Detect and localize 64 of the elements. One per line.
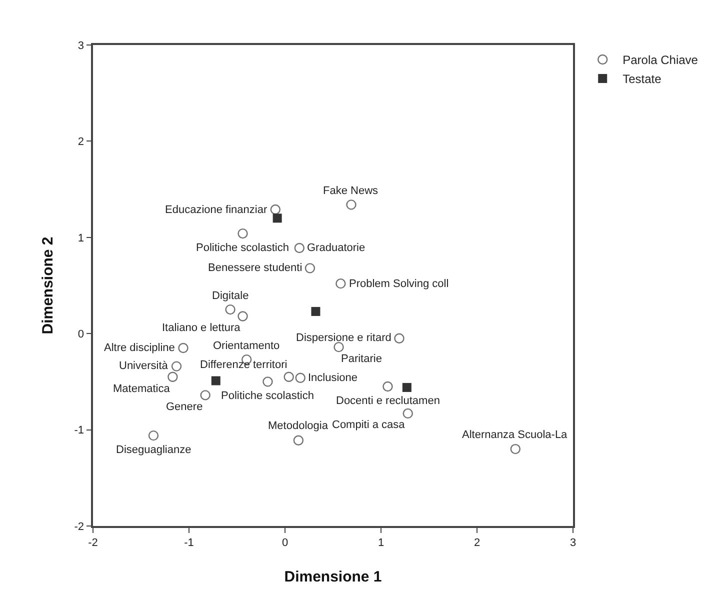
point — [346, 200, 356, 210]
point — [225, 304, 236, 315]
annotation: Digitale — [212, 290, 249, 302]
y-tick-label: 0 — [78, 328, 84, 340]
point — [272, 214, 282, 223]
y-tick-label: 1 — [78, 232, 84, 244]
annotation: Politiche scolastich — [196, 242, 289, 254]
point — [510, 444, 520, 454]
x-tick-label: -2 — [88, 536, 98, 549]
annotation: Politiche scolastich — [221, 390, 314, 402]
x-tick-label: 3 — [570, 536, 576, 549]
x-tick-label: 1 — [378, 536, 384, 549]
annotation: Orientamento — [213, 340, 280, 352]
annotation: Paritarie — [341, 353, 382, 365]
annotation: Fake News — [323, 185, 379, 197]
point — [270, 204, 280, 215]
point — [402, 382, 412, 392]
y-axis-title: Dimensione 2 — [40, 236, 56, 334]
y-tick-label: 3 — [78, 40, 84, 52]
x-tick-label: 2 — [474, 536, 480, 549]
annotation: Compiti a casa — [332, 419, 406, 431]
point — [304, 263, 316, 274]
point — [336, 278, 346, 289]
annotation: Altre discipline — [104, 342, 175, 354]
point — [178, 342, 188, 354]
point — [238, 228, 248, 239]
point — [171, 361, 182, 372]
point — [293, 435, 304, 446]
annotation: Alternanza Scuola-La — [462, 429, 568, 441]
annotation: Genere — [166, 401, 203, 413]
point — [402, 408, 413, 419]
point — [211, 376, 220, 386]
point — [311, 306, 320, 316]
annotation: Inclusione — [308, 372, 358, 384]
annotation: Docenti e reclutamen — [336, 395, 440, 407]
point — [168, 372, 178, 382]
annotation: Matematica — [113, 383, 171, 395]
x-tick-label: 0 — [282, 536, 288, 549]
annotation: Graduatorie — [307, 242, 366, 254]
y-tick-label: 2 — [78, 136, 84, 148]
annotation: Metodologia — [268, 420, 329, 432]
point — [238, 311, 248, 322]
annotation: Dispersione e ritard — [296, 332, 392, 344]
annotation: Italiano e lettura — [162, 322, 242, 334]
point — [294, 242, 304, 254]
point — [295, 372, 306, 383]
point — [200, 390, 210, 400]
y-tick-label: -2 — [74, 520, 84, 533]
legend-label: Parola Chiave — [622, 53, 698, 68]
point — [284, 372, 294, 382]
annotation: Differenze territori — [200, 359, 288, 371]
annotation: Università — [119, 360, 169, 372]
point — [382, 381, 393, 392]
point — [262, 376, 273, 387]
y-tick-label: -1 — [74, 424, 84, 437]
annotation: Diseguaglianze — [116, 444, 192, 456]
point — [394, 333, 404, 344]
legend-label: Testate — [622, 72, 662, 86]
x-tick-label: -1 — [184, 536, 194, 549]
point — [148, 430, 159, 441]
annotation: Problem Solving coll — [349, 278, 449, 290]
annotation: Educazione finanziar — [165, 204, 268, 216]
annotation: Benessere studenti — [208, 262, 302, 274]
x-axis-title: Dimensione 1 — [284, 568, 382, 586]
